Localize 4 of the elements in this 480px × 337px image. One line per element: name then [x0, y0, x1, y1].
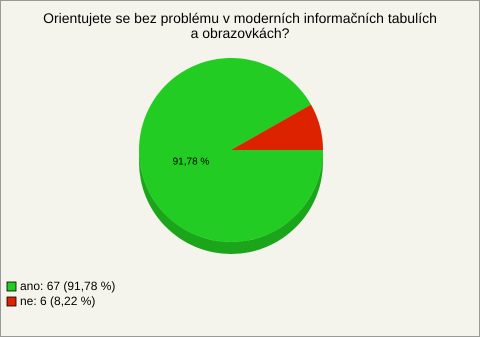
chart-title: Orientujete se bez problému v moderních informačních tabulích a obrazovkách? — [43, 10, 437, 41]
legend-label: ano: 67 (91,78 %) — [20, 279, 116, 293]
legend-label: ne: 6 (8,22 %) — [20, 294, 96, 308]
data-label: 91,78 % — [172, 156, 210, 168]
